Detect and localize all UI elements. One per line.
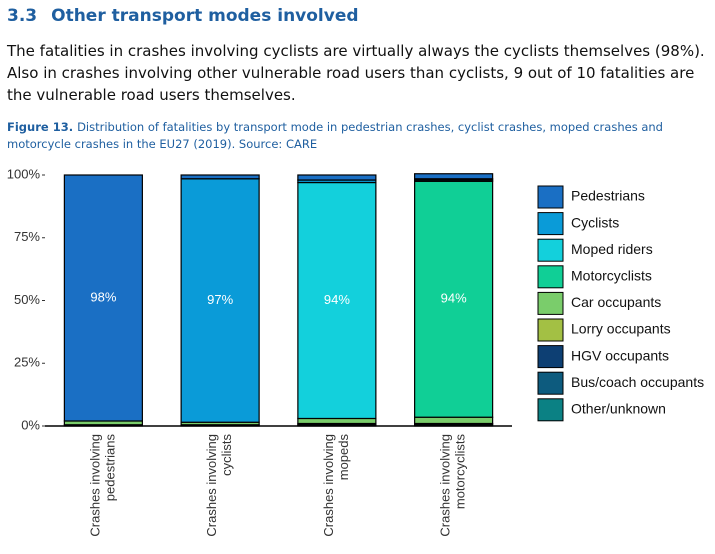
legend-swatch [537,185,564,209]
value-label: 94% [441,291,467,306]
legend-swatch [537,318,564,342]
section-title: Other transport modes involved [51,6,359,26]
legend-label: Other/unknown [571,401,666,417]
bar-segment [297,181,377,420]
value-label: 94% [324,292,350,307]
bar-segment [63,174,143,422]
value-label: 98% [90,289,116,304]
x-tick-label-line: pedestrians [103,434,118,502]
bar-segment [180,174,260,180]
x-tick-label-line: motorcyclists [453,434,468,510]
legend-swatch [537,371,564,395]
legend-swatch [537,238,564,262]
x-tick-label: Crashes involvingmotorcyclists [438,434,468,537]
x-tick-label-line: Crashes involving [88,434,103,537]
legend-label: HGV occupants [571,347,669,363]
x-tick-label: Crashes involvingmopeds [321,434,351,537]
legend-label: Bus/coach occupants [571,374,704,390]
x-tick-label-line: mopeds [336,434,351,481]
legend-label: Motorcyclists [571,268,652,284]
bar-segment [414,173,494,180]
value-label: 97% [207,292,233,307]
chart: 0%25%50%75%100%98%Crashes involvingpedes… [7,166,704,537]
x-tick-label-line: cyclists [220,434,235,476]
paragraph: The fatalities in crashes involving cycl… [7,42,705,104]
y-tick-label: 75% [14,229,40,244]
legend-label: Moped riders [571,241,653,257]
legend-label: Pedestrians [571,188,645,204]
legend-label: Car occupants [571,294,661,310]
legend-label: Lorry occupants [571,321,671,337]
y-tick-label: 50% [14,292,40,307]
y-tick-label: 0% [21,417,40,432]
caption-label: Figure 13. [7,120,74,134]
figure-caption: Figure 13. Distribution of fatalities by … [7,119,707,153]
bar-segment [297,417,377,425]
x-tick-label: Crashes involvingcyclists [205,434,235,537]
y-tick-label: 100% [7,166,41,181]
x-tick-label: Crashes involvingpedestrians [88,434,118,537]
bar-segment [297,174,377,181]
legend-swatch [537,212,564,236]
bar-segment [414,416,494,425]
x-tick-label-line: Crashes involving [205,434,220,537]
legend-swatch [537,398,564,422]
y-tick-label: 25% [14,355,40,370]
legend-label: Cyclists [571,214,619,230]
bar-segment [180,178,260,423]
legend-swatch [537,265,564,289]
x-tick-label-line: Crashes involving [321,434,336,537]
legend-swatch [537,291,564,315]
section-number: 3.3 [7,6,38,26]
caption-text: Distribution of fatalities by transport … [7,120,663,151]
legend-swatch [537,345,564,369]
section-heading: 3.3 Other transport modes involved [7,6,373,26]
x-tick-label-line: Crashes involving [438,434,453,537]
